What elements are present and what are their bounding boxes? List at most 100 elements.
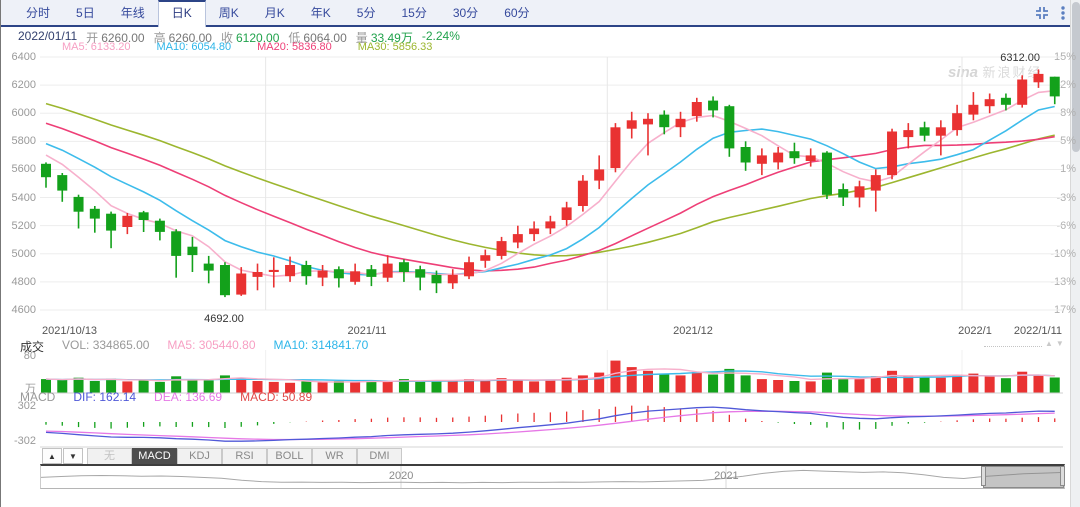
indicator-tab-BOLL[interactable]: BOLL [267, 448, 312, 465]
tab-年K[interactable]: 年K [310, 6, 331, 20]
sina-logo: sina [948, 64, 979, 81]
indicator-tab-MACD[interactable]: MACD [132, 448, 177, 465]
quote-change: -2.24% [421, 29, 460, 43]
volume-ma10-label: MA10: 314841.70 [273, 338, 369, 352]
high-annotation: 6312.00 [1000, 52, 1040, 64]
macd-macd-label: MACD: 50.89 [240, 390, 313, 404]
chart-toolbar [1034, 5, 1066, 21]
quote-field-收: 收 6120.00 [220, 31, 280, 45]
macd-ymax-label: 302 [17, 400, 36, 412]
pager-up-icon: ▲ [1045, 339, 1056, 348]
x-axis-2021/12: 2021/12 [673, 325, 713, 337]
pager-down-icon: ▼ [1055, 339, 1067, 348]
sina-watermark: sina 新浪财经 [948, 64, 1043, 81]
macd-ymin-label: -302 [13, 435, 36, 447]
tab-30分[interactable]: 30分 [452, 6, 479, 20]
tab-分时[interactable]: 分时 [26, 6, 51, 20]
pct-axis-5%: 5% [1060, 135, 1076, 148]
quote-field-低: 低 6064.00 [288, 31, 347, 45]
minimap-year-2021: 2021 [714, 470, 739, 482]
pct-axis--3%: -3% [1056, 191, 1076, 204]
volume-unit-label: 万 [25, 383, 36, 395]
minimap-year-2020: 2020 [388, 470, 414, 482]
pager-arrows[interactable]: ▲▼ [1045, 339, 1067, 348]
quote-line: 2022/01/11 开 6260.00 高 6260.00 收 6120.00 低 6064… [18, 29, 460, 46]
indicator-tab-KDJ[interactable]: KDJ [177, 448, 222, 465]
quote-fields: 开 6260.00 高 6260.00 收 6120.00 低 6064.00 量 33.49万 [86, 29, 413, 46]
indicator-down-button[interactable]: ▼ [63, 448, 83, 464]
price-axis-5000: 5000 [11, 247, 36, 260]
pct-axis--17%: -17% [1050, 303, 1076, 316]
tab-年线[interactable]: 年线 [120, 6, 145, 20]
minimap-handle-left[interactable] [981, 466, 987, 486]
tab-日K[interactable]: 日K [157, 0, 206, 27]
quote-field-量: 量 33.49万 [355, 31, 413, 45]
quote-date: 2022/01/11 [18, 29, 78, 43]
volume-ma5-label: MA5: 305440.80 [167, 338, 256, 352]
low-annotation: 4692.00 [204, 313, 244, 325]
pct-axis-15%: 15% [1053, 51, 1076, 63]
range-navigator[interactable]: 2020 2021 [40, 464, 1065, 489]
price-axis-4800: 4800 [11, 275, 36, 288]
indicator-tab-RSI[interactable]: RSI [222, 448, 267, 465]
price-axis-4600: 4600 [11, 303, 36, 316]
x-axis-first: 2021/10/13 [42, 325, 98, 337]
ma-label-0: MA5: 6133.20 [62, 41, 131, 53]
macd-chart-canvas [40, 405, 1063, 448]
pager-dots[interactable] [984, 340, 1042, 347]
price-axis-6000: 6000 [11, 107, 36, 120]
tab-60分[interactable]: 60分 [504, 6, 530, 20]
quote-field-高: 高 6260.00 [153, 31, 212, 45]
tab-5日[interactable]: 5日 [76, 6, 95, 20]
macd-legend: MACD DIF: 162.14 DEA: 136.69 MACD: 50.89 [20, 390, 312, 404]
kebab-menu-icon[interactable] [1060, 5, 1066, 21]
indicator-tab-无[interactable]: 无 [87, 448, 132, 465]
tab-5分[interactable]: 5分 [356, 6, 376, 20]
indicator-up-button[interactable]: ▲ [42, 448, 62, 464]
volume-legend: 成交 VOL: 334865.00 MA5: 305440.80 MA10: 3… [20, 338, 368, 355]
minimap-handle-right[interactable] [1060, 466, 1065, 486]
macd-dea-label: DEA: 136.69 [154, 390, 223, 404]
minimap-canvas [41, 466, 1064, 488]
tab-周K[interactable]: 周K [218, 6, 239, 20]
volume-ymax-label: 80 [23, 350, 36, 362]
pct-axis-12%: 12% [1053, 79, 1076, 92]
x-axis-2022/1: 2022/1 [958, 325, 992, 337]
volume-title: 成交 [20, 340, 45, 354]
macd-dif-label: DIF: 162.14 [73, 390, 137, 404]
pct-axis--6%: -6% [1056, 219, 1076, 232]
price-chart-canvas [40, 56, 1063, 311]
tab-15分[interactable]: 15分 [401, 6, 427, 20]
pct-axis-8%: 8% [1060, 107, 1076, 120]
minimap-selection[interactable] [983, 466, 1064, 488]
price-axis-6400: 6400 [11, 51, 36, 63]
indicator-bar: ▲ ▼ 无 MACD KDJ RSI BOLL WR DMI [0, 448, 1080, 465]
compress-icon[interactable] [1034, 5, 1050, 21]
indicator-tab-DMI[interactable]: DMI [357, 448, 402, 465]
pct-axis--13%: -13% [1050, 275, 1076, 288]
macd-title: MACD [20, 390, 56, 404]
ma-legend: MA5: 6133.20 MA10: 6054.80 MA20: 5836.80 MA… [62, 41, 432, 53]
price-axis-6200: 6200 [11, 79, 36, 92]
vertical-scrollbar [1070, 0, 1080, 507]
quote-field-开: 开 6260.00 [86, 31, 145, 45]
tab-月K[interactable]: 月K [264, 6, 285, 20]
price-axis-5800: 5800 [11, 135, 36, 148]
scrollbar-thumb[interactable] [1072, 2, 1080, 152]
x-axis-2021/11: 2021/11 [347, 325, 387, 337]
price-axis-5400: 5400 [11, 191, 36, 204]
left-border [0, 0, 1, 507]
volume-vol-label: VOL: 334865.00 [62, 338, 150, 352]
pct-axis--10%: -10% [1050, 247, 1076, 260]
indicator-tab-WR[interactable]: WR [312, 448, 357, 465]
ma-label-3: MA30: 5856.33 [357, 41, 433, 53]
price-axis-5600: 5600 [11, 163, 36, 176]
volume-chart-canvas [40, 350, 1063, 394]
price-axis-5200: 5200 [11, 219, 36, 232]
x-axis-last: 2022/1/11 [1013, 325, 1062, 337]
ma-label-2: MA20: 5836.80 [257, 41, 332, 53]
period-tabbar: 分时 5日 年线 日K 周K 月K 年K 5分 15分 30分 60分 [1, 0, 1080, 27]
ma-label-1: MA10: 6054.80 [156, 41, 232, 53]
pct-axis-1%: 1% [1060, 163, 1076, 176]
